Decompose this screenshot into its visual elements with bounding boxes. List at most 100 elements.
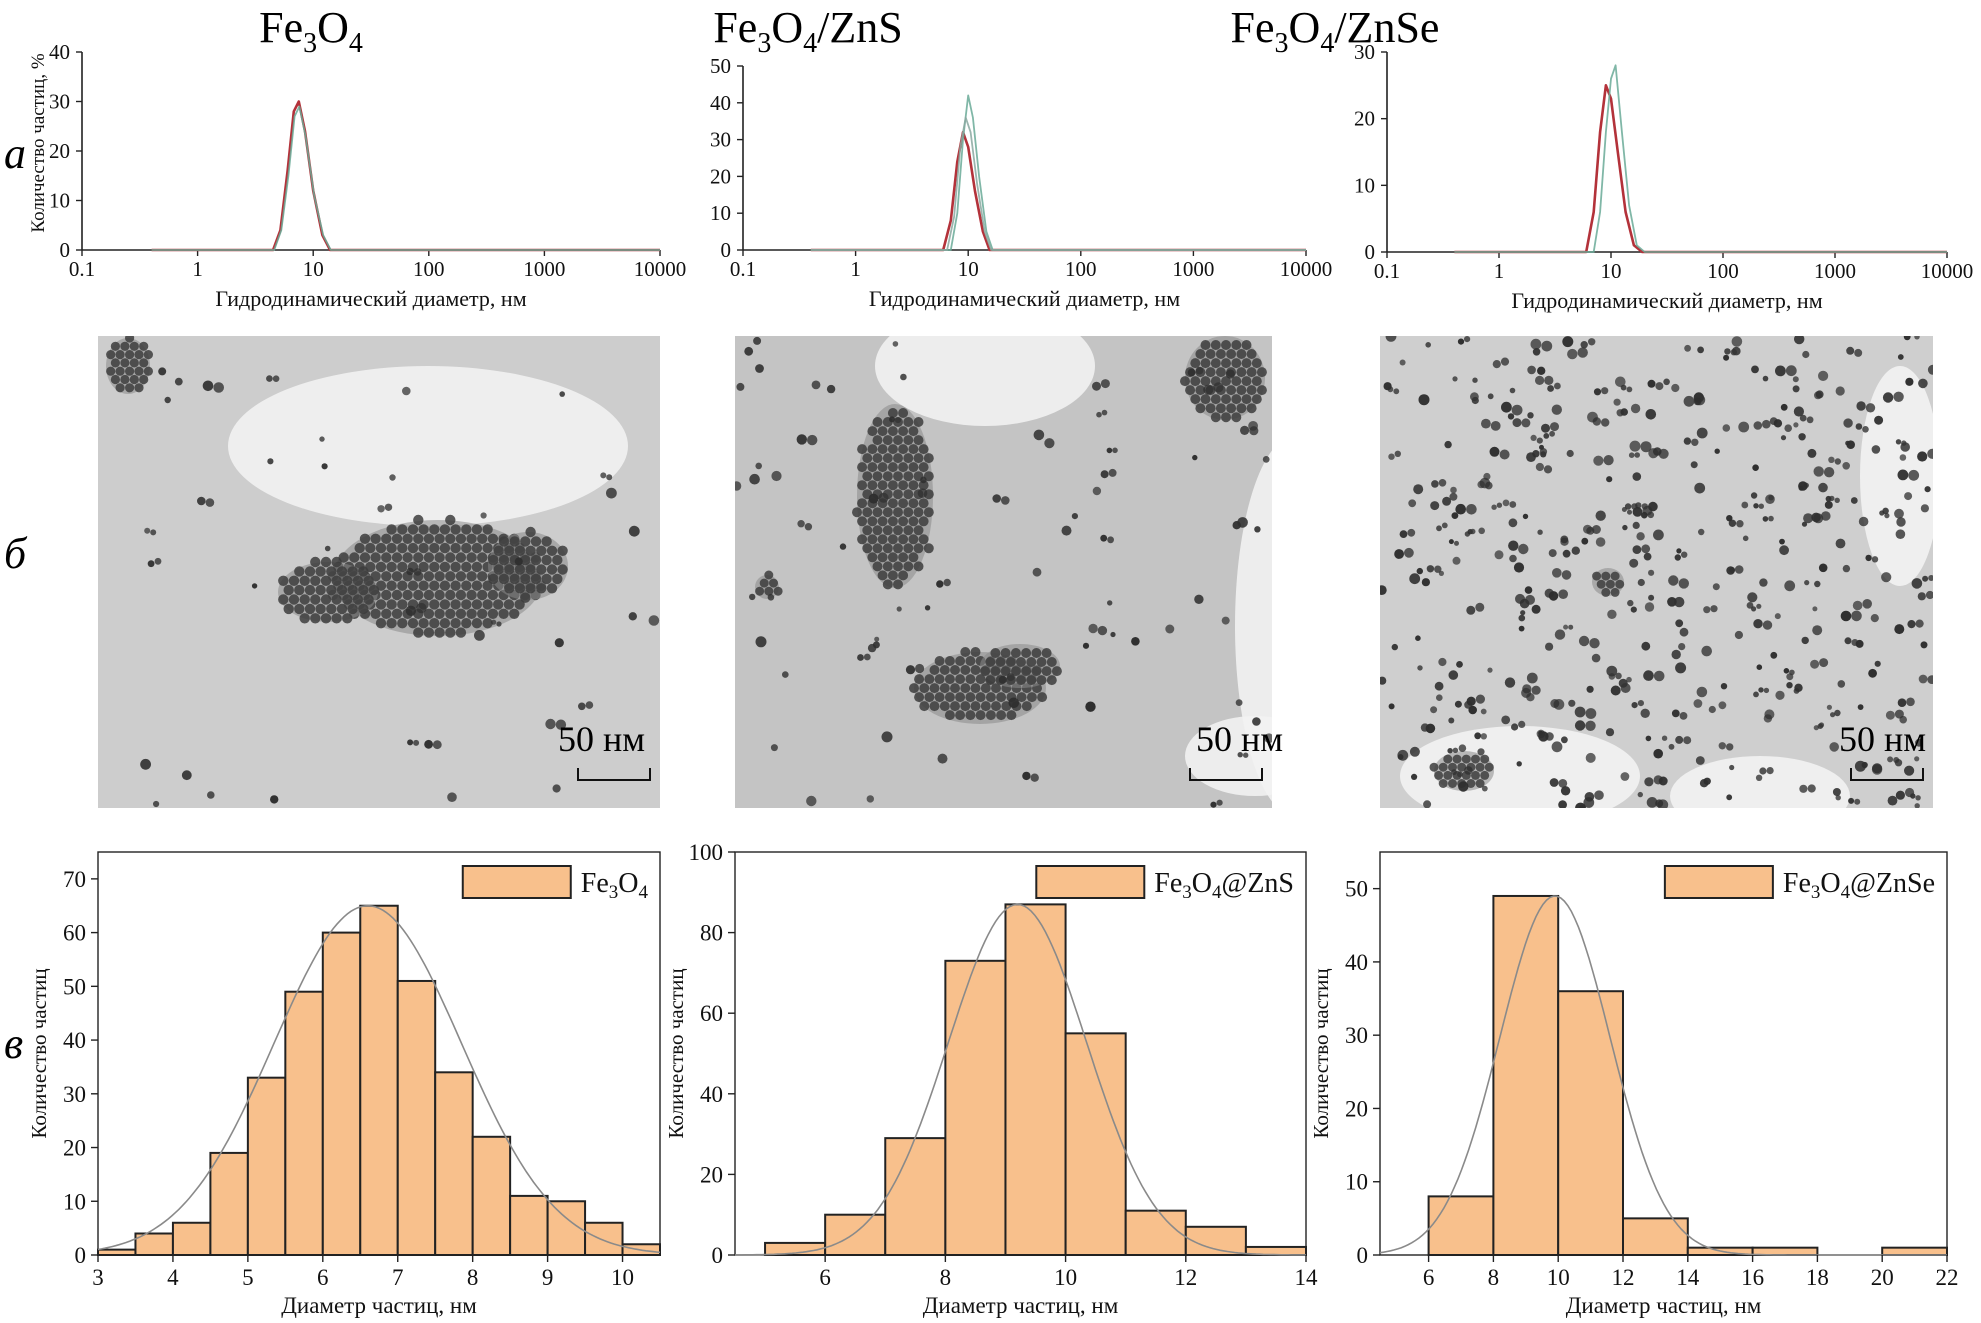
tem-particle	[1844, 637, 1852, 645]
tem-particle	[893, 435, 903, 446]
tem-particle	[1798, 433, 1806, 441]
tem-particle	[893, 453, 903, 464]
x-axis-label: Гидродинамический диаметр, нм	[1511, 288, 1822, 313]
x-tick-label: 10	[303, 257, 324, 281]
tem-particle	[1668, 743, 1675, 750]
tem-particle	[349, 552, 360, 563]
x-tick-label: 6	[317, 1265, 329, 1290]
tem-particle	[857, 516, 868, 527]
y-tick-label: 60	[700, 1001, 723, 1026]
legend-label-part: @ZnSe	[1850, 868, 1935, 899]
tem-particle	[862, 471, 873, 482]
tem-particle	[1818, 370, 1829, 381]
y-tick-label: 40	[49, 40, 70, 64]
tem-particle	[471, 524, 483, 535]
x-axis-label: Диаметр частиц, нм	[281, 1293, 477, 1318]
tem-particle	[1511, 723, 1519, 731]
tem-particle	[120, 358, 130, 368]
tem-particle	[1200, 358, 1211, 369]
tem-particle	[439, 618, 451, 629]
tem-particle	[336, 603, 348, 615]
tem-particle	[903, 453, 914, 464]
tem-particle	[936, 580, 944, 588]
tem-particle	[1508, 518, 1518, 528]
tem-particle	[432, 740, 442, 750]
tem-particle	[1683, 395, 1695, 407]
tem-particle	[315, 603, 326, 615]
tem-particle	[863, 653, 871, 661]
tem-particle	[466, 533, 477, 544]
tem-particle	[903, 417, 914, 427]
tem-particle	[482, 618, 493, 629]
tem-particle	[439, 524, 451, 535]
tem-particle	[955, 656, 966, 666]
tem-particle	[1653, 447, 1662, 456]
tem-particle	[1480, 708, 1487, 715]
tem-particle	[1492, 360, 1501, 369]
tem-particle	[1535, 375, 1545, 385]
tem-particle	[1855, 423, 1863, 430]
tem-particle	[1487, 393, 1494, 400]
tem-particle	[1210, 340, 1221, 350]
tem-particle	[120, 341, 130, 351]
tem-particle	[1601, 571, 1611, 581]
tem-particle	[1215, 349, 1226, 359]
tem-particle	[1480, 754, 1490, 764]
histogram-bar	[824, 1213, 887, 1256]
tem-particle	[1549, 430, 1555, 437]
tem-particle	[471, 580, 483, 591]
tem-particle	[1483, 472, 1491, 481]
tem-particle	[498, 608, 509, 619]
tem-particle	[445, 533, 456, 544]
tem-particle	[386, 542, 397, 554]
tem-particle	[1252, 717, 1261, 726]
tem-particle	[418, 561, 429, 573]
tem-particle	[324, 545, 331, 552]
tem-particle	[1541, 423, 1550, 433]
tem-particle	[606, 487, 617, 499]
tem-particle	[755, 364, 764, 373]
tem-particle	[1806, 416, 1814, 424]
tem-particle	[1457, 771, 1463, 778]
tem-particle	[1819, 658, 1829, 668]
tem-particle	[1784, 424, 1792, 432]
tem-particle	[129, 358, 139, 368]
histogram-bar	[396, 979, 437, 1257]
tem-particle	[857, 444, 868, 455]
tem-particle	[1190, 394, 1201, 405]
tem-particle	[450, 524, 461, 535]
tem-particle	[1022, 771, 1031, 781]
tem-particle	[445, 589, 456, 601]
tem-particle	[944, 710, 955, 721]
tem-particle	[352, 594, 364, 605]
tem-particle	[965, 710, 976, 721]
tem-image-fe3o4-zns-canvas	[735, 336, 1272, 808]
tem-particle	[755, 586, 765, 596]
tem-particle	[450, 618, 461, 629]
tem-particle	[1221, 412, 1231, 423]
tem-particle	[1581, 537, 1589, 545]
tem-particle	[1458, 781, 1469, 792]
tem-particle	[857, 462, 868, 473]
tem-particle	[1775, 690, 1785, 700]
tem-particle	[1774, 613, 1781, 620]
tem-particle	[1752, 464, 1759, 471]
tem-particle	[1458, 744, 1467, 752]
tem-particle	[1560, 786, 1571, 796]
tem-particle	[857, 654, 864, 661]
tem-particle	[1605, 728, 1615, 737]
tem-particle	[143, 366, 153, 376]
tem-particle	[439, 561, 451, 573]
tem-particle	[546, 545, 558, 556]
tem-particle	[139, 358, 149, 368]
tem-particle	[1627, 599, 1634, 607]
tem-particle	[1021, 666, 1032, 677]
tem-particle	[1452, 556, 1461, 565]
tem-particle	[424, 739, 433, 749]
tem-particle	[1637, 700, 1644, 707]
tem-particle	[1870, 614, 1879, 623]
tem-particle	[872, 525, 883, 536]
tem-particle	[919, 683, 930, 694]
tem-particle	[1033, 429, 1045, 441]
tem-particle	[1388, 453, 1395, 460]
